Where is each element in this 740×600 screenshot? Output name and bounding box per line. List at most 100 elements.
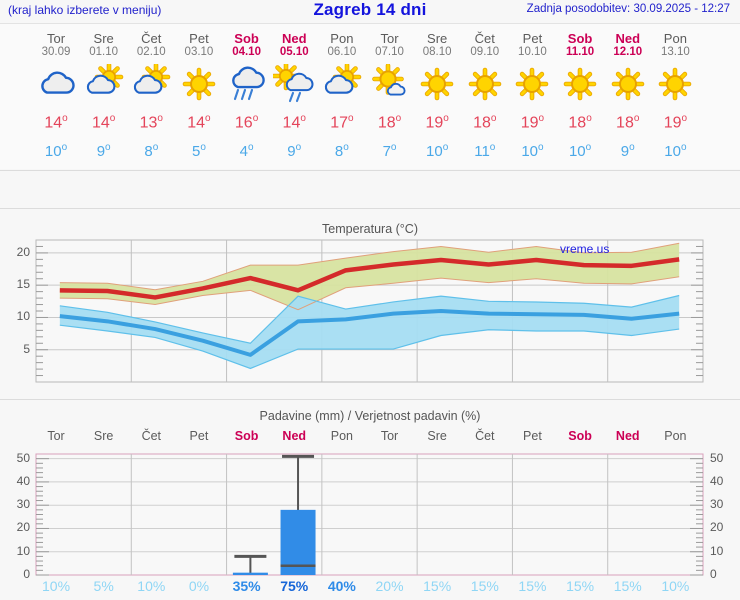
day-column[interactable]: Sob 11.10 18o 10o (554, 24, 607, 164)
day-date: 06.10 (327, 46, 357, 58)
day-column[interactable]: Sob 04.10 16o 4o (220, 24, 273, 164)
day-date: 09.10 (470, 46, 500, 58)
precipitation-probability: 10% (42, 578, 71, 594)
max-temperature: 18o (568, 113, 592, 132)
precipitation-y-tick: 40 (16, 473, 30, 488)
day-column[interactable]: Ned 12.10 18o 9o (601, 24, 654, 164)
last-update-label: Zadnja posodobitev: 30.09.2025 - 12:27 (526, 3, 730, 15)
min-temperature: 10o (426, 142, 449, 161)
day-column[interactable]: Tor 07.10 18o 7o (363, 24, 416, 164)
min-temperature: 10o (521, 142, 544, 161)
max-temperature: 19o (520, 113, 545, 132)
precipitation-y-tick: 50 (16, 450, 30, 465)
precipitation-y-tick: 20 (710, 520, 724, 535)
partly-sunny-icon (77, 62, 130, 106)
precipitation-probability: 10% (137, 578, 166, 594)
location-hint: (kraj lahko izberete v meniju) (8, 3, 162, 17)
precipitation-probability: 10% (661, 578, 690, 594)
sun-small-cloud-icon (363, 62, 416, 106)
day-column[interactable]: Sre 01.10 14o 9o (77, 24, 130, 164)
min-temperature: 10o (44, 142, 68, 161)
max-temperature: 16o (234, 113, 259, 132)
precipitation-y-tick: 0 (710, 567, 717, 581)
min-temperature: 11o (474, 142, 496, 161)
min-temperature: 7o (382, 142, 397, 161)
day-date: 04.10 (232, 46, 261, 58)
day-date: 30.09 (41, 46, 71, 58)
precipitation-y-tick: 40 (710, 473, 724, 488)
precipitation-day-label: Sre (427, 429, 447, 443)
precipitation-probability: 75% (280, 578, 309, 594)
max-temperature: 18o (616, 113, 640, 132)
precipitation-day-label: Čet (475, 429, 495, 443)
section-divider-2 (0, 208, 740, 209)
min-temperature: 10o (568, 142, 592, 161)
daily-forecast-strip: Tor 30.09 14o 10o Sre 01.10 14o 9o Čet 02.10 13… (0, 24, 740, 169)
max-temperature: 19o (425, 113, 449, 132)
precipitation-day-label: Sob (568, 429, 592, 443)
precipitation-probability: 5% (93, 578, 114, 594)
precipitation-y-tick: 30 (710, 497, 724, 512)
partly-sunny-icon (125, 62, 178, 106)
max-temperature: 14o (91, 113, 116, 132)
day-column[interactable]: Pon 13.10 19o 10o (649, 24, 702, 164)
precipitation-day-label: Ned (282, 429, 307, 443)
precipitation-probability: 15% (518, 578, 547, 594)
day-date: 05.10 (279, 46, 309, 58)
day-column[interactable]: Sre 08.10 19o 10o (411, 24, 464, 164)
day-column[interactable]: Čet 02.10 13o 8o (125, 24, 178, 164)
day-column[interactable]: Pet 03.10 14o 5o (173, 24, 226, 164)
day-name: Tor (46, 31, 66, 46)
rain-shower-icon (220, 62, 273, 106)
max-temperature: 17o (330, 113, 354, 132)
temperature-y-tick: 20 (16, 244, 30, 259)
precipitation-probability: 15% (470, 578, 499, 594)
section-divider-1 (0, 170, 740, 171)
max-temperature: 19o (663, 113, 688, 132)
sun-rain-icon (268, 62, 321, 106)
min-temperature: 8o (334, 142, 349, 161)
temperature-chart: Temperatura (°C) vreme.us 5 10 15 20 (0, 212, 740, 397)
precipitation-plot (35, 453, 704, 576)
precipitation-day-label: Tor (380, 429, 399, 443)
precipitation-y-tick: 0 (23, 567, 30, 581)
max-temperature: 14o (282, 113, 306, 132)
precipitation-day-label: Tor (47, 429, 65, 443)
min-temperature: 5o (191, 142, 206, 161)
day-name: Tor (380, 31, 399, 46)
day-column[interactable]: Ned 05.10 14o 9o (268, 24, 321, 164)
day-name: Čet (474, 31, 495, 46)
precipitation-day-label: Pon (330, 429, 353, 443)
day-name: Čet (141, 31, 162, 46)
precipitation-day-label: Pet (189, 429, 209, 443)
sunny-icon (506, 62, 559, 106)
day-column[interactable]: Pet 10.10 19o 10o (506, 24, 559, 164)
sunny-icon (649, 62, 702, 106)
day-date: 08.10 (422, 46, 452, 58)
day-date: 11.10 (566, 46, 595, 58)
day-name: Pon (663, 31, 687, 46)
sunny-icon (601, 62, 654, 106)
precipitation-day-label: Ned (615, 429, 640, 443)
day-date: 02.10 (136, 46, 166, 58)
precipitation-y-tick: 10 (16, 543, 30, 558)
day-name: Sre (427, 31, 448, 46)
max-temperature: 14o (187, 113, 211, 132)
precipitation-chart: Padavine (mm) / Verjetnost padavin (%) T… (0, 402, 740, 600)
precipitation-y-tick: 10 (710, 543, 724, 558)
max-temperature: 13o (139, 113, 163, 132)
day-date: 13.10 (660, 46, 690, 58)
day-column[interactable]: Tor 30.09 14o 10o (30, 24, 83, 164)
precipitation-chart-title: Padavine (mm) / Verjetnost padavin (%) (259, 409, 481, 423)
sunny-icon (458, 62, 511, 106)
day-column[interactable]: Čet 09.10 18o 11o (458, 24, 511, 164)
day-column[interactable]: Pon 06.10 17o 8o (315, 24, 368, 164)
day-date: 07.10 (375, 46, 404, 58)
temperature-chart-title: Temperatura (°C) (322, 222, 418, 236)
sunny-icon (554, 62, 607, 106)
temperature-y-tick: 10 (16, 309, 30, 324)
day-name: Ned (615, 31, 641, 46)
sunny-icon (411, 62, 464, 106)
min-temperature: 8o (144, 142, 159, 161)
